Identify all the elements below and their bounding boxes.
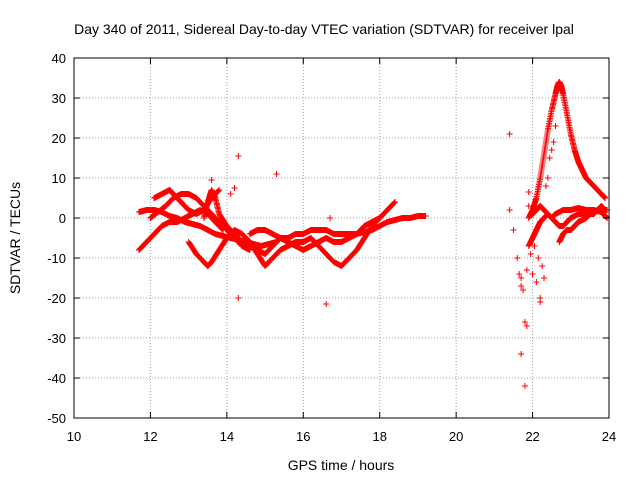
data-point-outlier: [552, 123, 559, 129]
data-point-outlier: [523, 323, 530, 329]
data-point: [215, 187, 222, 194]
x-tick-label: 10: [67, 429, 81, 444]
x-tick-label: 18: [372, 429, 386, 444]
chart-title: Day 340 of 2011, Sidereal Day-to-day VTE…: [74, 21, 574, 37]
data-point-outlier: [514, 255, 521, 261]
x-axis-label: GPS time / hours: [288, 457, 395, 473]
y-tick-label: 10: [52, 171, 66, 186]
data-point-outlier: [520, 287, 527, 293]
x-tick-label: 22: [525, 429, 539, 444]
data-point-outlier: [525, 203, 532, 209]
data-point-outlier: [531, 243, 538, 249]
data-point-outlier: [506, 207, 513, 213]
data-point-outlier: [541, 275, 548, 281]
data-point-outlier: [208, 177, 215, 183]
data-point-outlier: [544, 175, 551, 181]
data-point: [214, 188, 221, 195]
data-point: [602, 207, 609, 213]
axis-ticks: 10 12 14 16 18 20 22 24 -50 -40 -30 -20 -10 0 10 20 30 40: [47, 51, 616, 444]
data-point-outlier: [273, 171, 280, 177]
y-tick-label: -30: [47, 331, 66, 346]
data-point-outlier: [227, 191, 234, 197]
plot-frame: [73, 57, 610, 419]
x-tick-label: 16: [296, 429, 310, 444]
data-point-outlier: [539, 263, 546, 269]
x-tick-label: 20: [449, 429, 463, 444]
y-tick-label: 30: [52, 91, 66, 106]
data-point-outlier: [548, 147, 555, 153]
data-point-outlier: [529, 271, 536, 277]
data-point-outlier: [518, 351, 525, 357]
y-tick-label: 40: [52, 51, 66, 66]
y-tick-label: -40: [47, 371, 66, 386]
data-point: [390, 200, 397, 207]
data-point-outlier: [521, 383, 528, 389]
data-point-outlier: [542, 183, 549, 189]
data-point: [391, 199, 398, 206]
data-point-outlier: [235, 153, 242, 159]
y-tick-label: 20: [52, 131, 66, 146]
data-point-outlier: [518, 283, 525, 289]
data-point-outlier: [510, 227, 517, 233]
data-point: [602, 195, 609, 201]
y-tick-label: -20: [47, 291, 66, 306]
data-point-outlier: [537, 295, 544, 301]
data-point: [392, 199, 398, 205]
data-point-outlier: [525, 189, 532, 195]
data-point-outlier: [550, 139, 557, 145]
data-points: [135, 79, 611, 389]
data-point-outlier: [527, 251, 534, 257]
x-tick-label: 14: [220, 429, 234, 444]
y-tick-label: -50: [47, 411, 66, 426]
x-tick-label: 12: [143, 429, 157, 444]
data-point-outlier: [518, 275, 525, 281]
data-point: [422, 213, 429, 219]
data-point-outlier: [235, 295, 242, 301]
data-point-outlier: [327, 215, 334, 221]
data-point: [376, 215, 383, 221]
y-tick-label: 0: [59, 211, 66, 226]
y-tick-label: -10: [47, 251, 66, 266]
data-point-outlier: [506, 131, 513, 137]
y-axis-label: SDTVAR / TECUs: [7, 182, 23, 294]
data-point-outlier: [231, 185, 238, 191]
x-tick-label: 24: [602, 429, 616, 444]
data-point-outlier: [535, 255, 542, 261]
data-point-outlier: [533, 279, 540, 285]
data-point-outlier: [523, 267, 530, 273]
data-point: [216, 187, 223, 193]
data-point-outlier: [546, 155, 553, 161]
data-point-outlier: [151, 195, 158, 201]
data-point-outlier: [521, 319, 528, 325]
data-point-outlier: [323, 301, 330, 307]
data-point-outlier: [516, 271, 523, 277]
